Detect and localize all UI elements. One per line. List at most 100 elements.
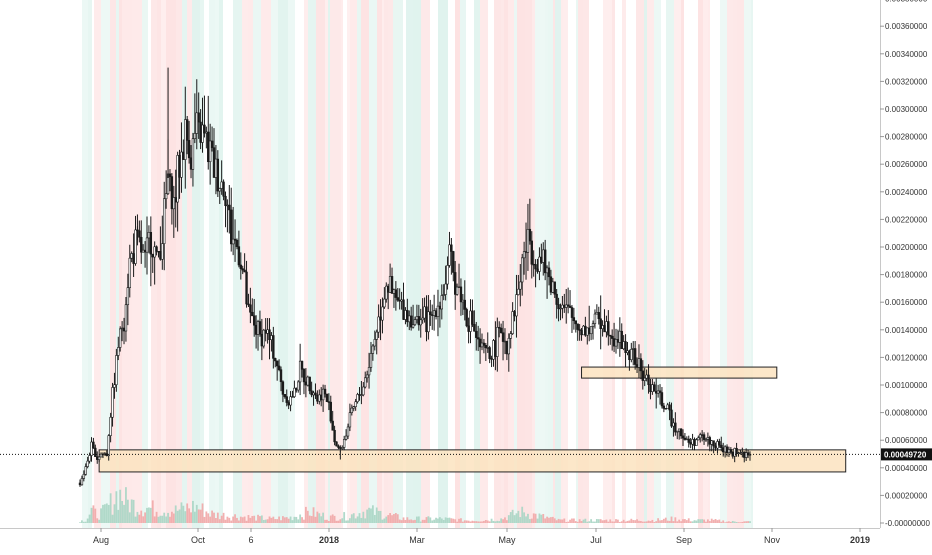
candle-body [371, 345, 375, 354]
shading-band [316, 0, 325, 528]
shading-band [666, 0, 674, 528]
y-tick-label: 0.00280000 [885, 133, 928, 142]
candle-body [319, 394, 323, 401]
y-tick-label: 0.00220000 [885, 215, 928, 224]
volume-bar [475, 521, 478, 523]
volume-bar [230, 520, 233, 523]
candle-body [406, 310, 409, 323]
volume-bar [381, 519, 384, 523]
candle-body [589, 326, 593, 335]
candle-body [408, 315, 411, 323]
volume-bar [657, 518, 660, 523]
highlight-zone-2[interactable] [581, 366, 778, 379]
x-tick-label: Nov [764, 535, 781, 545]
candle-body [591, 323, 595, 327]
volume-bar [427, 516, 430, 523]
candle-body [409, 315, 413, 328]
volume-bar [247, 515, 250, 523]
candle-body [603, 325, 606, 333]
candle-body [431, 314, 434, 316]
candle-body [302, 369, 306, 383]
y-tick-label: 0.00100000 [885, 381, 928, 390]
candle-body [699, 434, 702, 439]
candle-body [398, 299, 401, 302]
candle-body [720, 444, 723, 449]
volume-bar [268, 516, 271, 523]
volume-bar [161, 515, 164, 523]
volume-bar [90, 507, 93, 523]
volume-bar [599, 519, 602, 523]
volume-bar [142, 516, 145, 523]
candle-body [341, 447, 344, 449]
volume-bar [597, 519, 600, 523]
shading-band [157, 0, 161, 528]
shading-band [744, 0, 751, 528]
volume-bar [720, 521, 723, 523]
volume-bar [540, 514, 543, 523]
candle-body [509, 333, 512, 339]
volume-bar [297, 519, 300, 523]
volume-bar [672, 521, 675, 523]
candle-body [115, 355, 118, 386]
candle-body [446, 265, 449, 285]
volume-bar [123, 504, 125, 523]
volume-bar [264, 519, 267, 523]
candle-body [362, 386, 365, 396]
candle-body [329, 401, 332, 422]
candle-body [597, 312, 600, 320]
candle-body [455, 286, 459, 295]
candle-body [172, 197, 175, 210]
volume-bar [532, 513, 535, 523]
last-price-label: 0.00049720 [884, 450, 927, 459]
volume-bar [450, 518, 453, 523]
candle-body [228, 204, 231, 211]
candle-body [233, 238, 237, 241]
candle-body [155, 246, 158, 252]
candle-body [526, 229, 530, 253]
volume-bar [706, 519, 709, 523]
shading-band [460, 0, 466, 528]
candle-body [256, 321, 260, 335]
shading-band [382, 0, 384, 528]
candle-body [436, 305, 440, 317]
volume-bar [538, 513, 541, 523]
volume-bar [92, 505, 95, 523]
candle-body [373, 339, 376, 347]
candle-body [258, 321, 262, 335]
candle-body [660, 392, 664, 407]
candle-body [281, 381, 285, 395]
volume-bar [149, 507, 152, 523]
candle-body [201, 124, 204, 143]
y-tick-label: 0.00260000 [885, 160, 928, 169]
volume-bar [170, 511, 173, 523]
shading-band [525, 0, 532, 528]
volume-bar [354, 518, 357, 523]
shading-band [421, 0, 430, 528]
volume-bar [341, 518, 344, 523]
volume-bar [481, 521, 483, 523]
candle-body [254, 324, 258, 335]
candle-body [277, 365, 281, 371]
volume-bar [496, 520, 499, 523]
volume-bar [561, 519, 564, 523]
volume-bar [551, 516, 554, 523]
candle-body [111, 387, 114, 418]
volume-bar [429, 517, 432, 523]
volume-bar [280, 520, 282, 523]
volume-bar [655, 521, 658, 523]
candle-body [519, 281, 522, 290]
candle-body [145, 237, 149, 253]
candle-body [605, 321, 608, 333]
shading-band [603, 0, 612, 528]
candle-body [484, 345, 488, 349]
volume-bar [615, 519, 617, 523]
candle-body [572, 317, 576, 322]
volume-bar [178, 509, 181, 523]
candle-body [138, 230, 141, 238]
volume-bar [517, 510, 520, 523]
candle-body [622, 341, 625, 350]
volume-bar [703, 519, 705, 523]
shading-band [182, 0, 187, 528]
